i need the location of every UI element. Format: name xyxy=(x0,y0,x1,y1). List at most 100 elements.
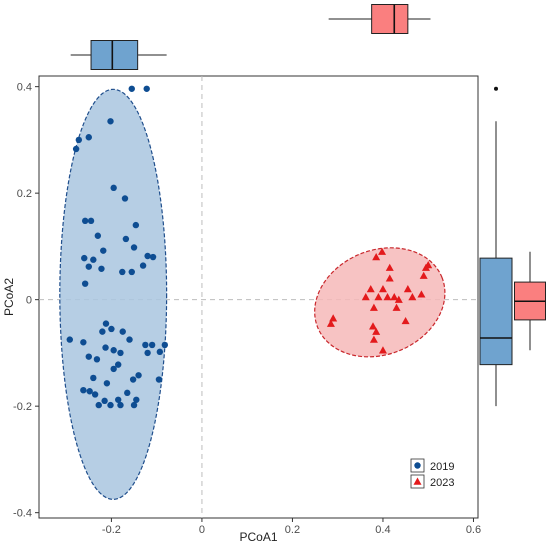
point-2019-27 xyxy=(102,320,110,327)
point-2023-19 xyxy=(401,316,410,325)
point-2019-7 xyxy=(121,195,129,202)
point-2019-4 xyxy=(72,145,80,153)
point-2019-1 xyxy=(143,85,150,92)
point-2023-22 xyxy=(326,319,335,327)
point-2019-14 xyxy=(100,247,107,254)
point-2019-44 xyxy=(135,372,142,379)
top-marginal-boxplots xyxy=(70,4,431,70)
point-2019-5 xyxy=(85,134,92,141)
top-box-2019 xyxy=(90,40,139,70)
confidence-ellipses xyxy=(59,88,446,500)
point-2023-8 xyxy=(383,293,392,301)
point-2019-49 xyxy=(80,386,87,394)
right-marginal-boxplots xyxy=(479,86,546,407)
point-2023-17 xyxy=(369,303,378,311)
point-2023-2 xyxy=(385,263,394,271)
y-tick-label-1: -0.2 xyxy=(13,401,32,413)
point-2019-28 xyxy=(99,328,106,335)
point-2023-6 xyxy=(361,293,370,301)
ellipse-2019 xyxy=(59,88,168,500)
point-2019-34 xyxy=(142,341,149,349)
point-2019-20 xyxy=(98,265,105,272)
point-2019-37 xyxy=(117,349,124,357)
x-tick-label-1: 0 xyxy=(199,524,205,536)
x-tick-label-3: 0.4 xyxy=(375,524,390,536)
point-2019-31 xyxy=(126,336,133,343)
point-2019-38 xyxy=(144,349,151,357)
right-outlier-2019-0 xyxy=(494,86,498,91)
right-box-2019 xyxy=(479,257,513,366)
y-tick-label-3: 0.2 xyxy=(17,188,32,200)
point-2019-12 xyxy=(94,232,102,239)
point-2019-55 xyxy=(95,401,102,409)
point-2019-35 xyxy=(102,344,109,351)
point-2019-24 xyxy=(81,280,89,287)
point-2023-4 xyxy=(378,285,387,293)
point-2023-20 xyxy=(369,322,378,330)
point-2023-0 xyxy=(378,247,387,255)
point-2019-23 xyxy=(128,268,135,276)
point-2019-19 xyxy=(85,263,92,270)
legend: 2019 2023 xyxy=(410,458,454,489)
point-2019-42 xyxy=(110,365,117,373)
point-2019-36 xyxy=(110,347,117,354)
point-2019-57 xyxy=(117,401,124,409)
point-2023-1 xyxy=(372,253,381,261)
data-points xyxy=(66,85,433,409)
point-2019-21 xyxy=(119,268,126,276)
point-2019-22 xyxy=(139,262,147,269)
point-2019-54 xyxy=(115,396,122,403)
point-2019-6 xyxy=(110,184,117,192)
point-2019-25 xyxy=(66,336,73,343)
point-2019-43 xyxy=(115,361,122,368)
point-2019-0 xyxy=(128,85,135,92)
point-2019-47 xyxy=(103,380,111,387)
point-2019-58 xyxy=(130,401,138,409)
y-tick-label-2: 0 xyxy=(26,295,32,307)
point-2023-13 xyxy=(417,290,426,298)
point-2019-52 xyxy=(91,391,99,398)
point-2019-10 xyxy=(132,221,140,229)
top-box-2023 xyxy=(371,4,409,34)
y-tick-label-4: 0.4 xyxy=(17,82,32,94)
point-2019-33 xyxy=(161,341,169,349)
point-2023-18 xyxy=(392,303,401,311)
point-2019-32 xyxy=(148,341,156,349)
point-2023-14 xyxy=(419,271,428,279)
ellipse-2023 xyxy=(314,247,446,358)
point-2019-15 xyxy=(81,254,88,262)
point-2023-21 xyxy=(329,314,338,322)
legend-marker-2023 xyxy=(413,477,422,485)
point-2023-12 xyxy=(394,295,403,303)
point-2019-9 xyxy=(87,217,95,225)
point-2019-46 xyxy=(129,376,137,383)
x-axis-ticks: -0.2 0 0.2 0.4 0.6 xyxy=(102,518,481,536)
point-2019-41 xyxy=(93,356,101,363)
point-2019-40 xyxy=(85,353,92,360)
point-2023-3 xyxy=(385,274,394,282)
point-2019-56 xyxy=(107,401,114,409)
point-2019-3 xyxy=(75,136,83,144)
point-2023-23 xyxy=(372,327,381,335)
point-2019-8 xyxy=(81,217,89,225)
point-2019-48 xyxy=(155,376,163,383)
x-tick-label-4: 0.6 xyxy=(466,524,481,536)
point-2023-10 xyxy=(403,285,412,293)
x-tick-label-0: -0.2 xyxy=(102,524,121,536)
point-2023-16 xyxy=(424,261,433,269)
point-2019-59 xyxy=(133,396,140,403)
point-2019-29 xyxy=(108,325,115,333)
x-tick-label-2: 0.2 xyxy=(285,524,300,536)
point-2023-5 xyxy=(366,285,375,293)
y-tick-label-0: -0.4 xyxy=(13,508,32,520)
point-2019-2 xyxy=(107,118,114,125)
point-2019-13 xyxy=(130,244,138,251)
point-2019-45 xyxy=(90,374,97,382)
point-2019-30 xyxy=(119,328,126,335)
point-2023-24 xyxy=(369,335,378,343)
point-2019-26 xyxy=(80,339,87,346)
point-2019-18 xyxy=(149,253,157,261)
point-2019-50 xyxy=(124,389,131,397)
legend-label-2019: 2019 xyxy=(430,461,454,473)
point-2023-25 xyxy=(378,346,387,354)
